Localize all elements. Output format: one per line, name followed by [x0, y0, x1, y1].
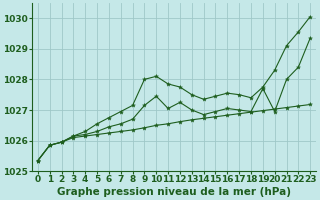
X-axis label: Graphe pression niveau de la mer (hPa): Graphe pression niveau de la mer (hPa) — [57, 187, 291, 197]
